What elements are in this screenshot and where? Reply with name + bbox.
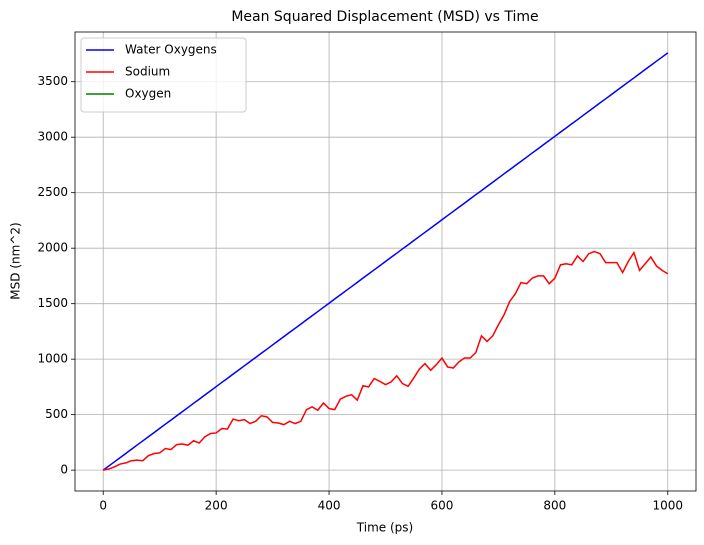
y-tick-label: 0 <box>60 463 68 477</box>
legend-label: Water Oxygens <box>125 43 217 57</box>
legend-label: Oxygen <box>125 87 171 101</box>
y-axis-label: MSD (nm^2) <box>9 222 23 299</box>
x-tick-label: 400 <box>318 499 341 513</box>
y-tick-label: 3500 <box>37 74 68 88</box>
x-tick-label: 200 <box>205 499 228 513</box>
x-tick-label: 0 <box>99 499 107 513</box>
x-tick-label: 600 <box>431 499 454 513</box>
y-tick-label: 1500 <box>37 296 68 310</box>
chart-title: Mean Squared Displacement (MSD) vs Time <box>231 9 538 25</box>
x-tick-label: 1000 <box>652 499 683 513</box>
legend-label: Sodium <box>125 65 170 79</box>
x-axis-label: Time (ps) <box>356 521 413 535</box>
y-tick-label: 3000 <box>37 130 68 144</box>
x-tick-label: 800 <box>543 499 566 513</box>
y-tick-label: 500 <box>45 407 68 421</box>
y-tick-label: 1000 <box>37 352 68 366</box>
legend-box <box>80 37 247 113</box>
y-tick-label: 2500 <box>37 185 68 199</box>
series-line <box>102 52 669 471</box>
plot-frame <box>74 31 697 492</box>
series-line <box>103 250 669 471</box>
y-tick-label: 2000 <box>37 241 68 255</box>
